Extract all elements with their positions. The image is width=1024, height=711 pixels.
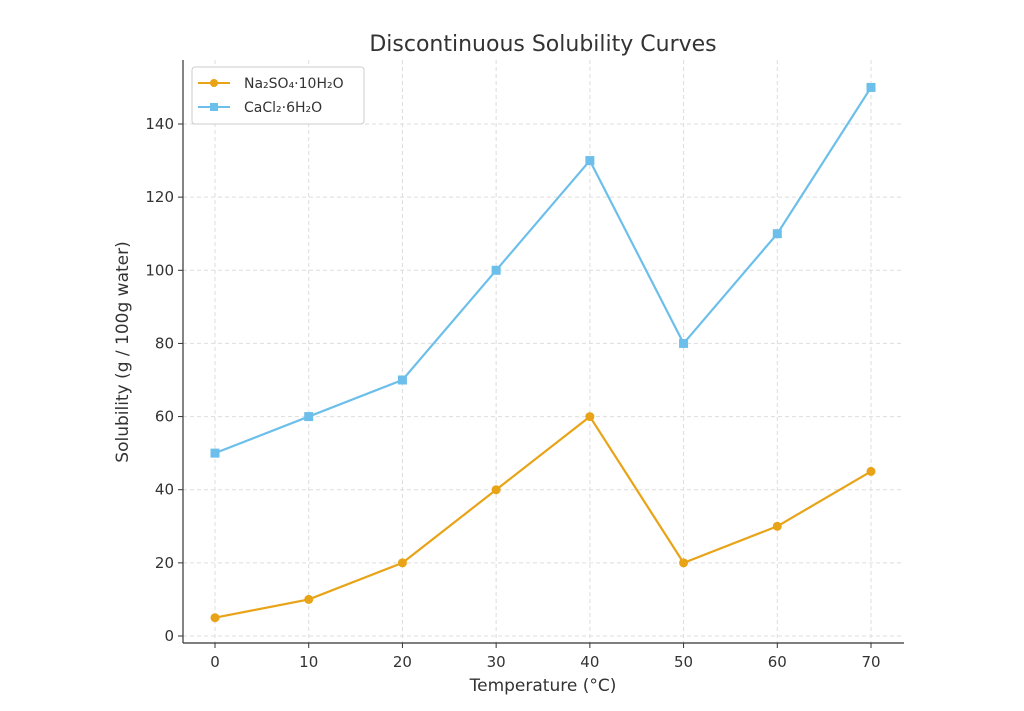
data-point — [304, 412, 314, 422]
y-tick-label: 20 — [155, 554, 174, 572]
legend-marker-ca — [210, 103, 218, 111]
legend-marker-na — [210, 79, 218, 87]
grid — [183, 60, 904, 643]
x-tick-label: 0 — [210, 653, 220, 671]
data-point — [491, 265, 501, 275]
legend-label-ca: CaCl₂·6H₂O — [244, 100, 322, 116]
series-group — [210, 82, 876, 623]
x-tick-label: 40 — [580, 653, 599, 671]
legend: Na₂SO₄·10H₂O CaCl₂·6H₂O — [191, 66, 365, 125]
x-tick-label: 60 — [768, 653, 787, 671]
data-point — [772, 229, 782, 239]
y-tick-label: 60 — [155, 408, 174, 426]
x-tick-label: 20 — [393, 653, 412, 671]
data-point — [679, 338, 689, 348]
data-point — [585, 412, 595, 422]
data-point — [585, 156, 595, 166]
ticks: 0 10 20 30 40 50 60 70 0 20 40 60 80 100 120 140 — [145, 115, 880, 671]
data-point — [210, 448, 220, 458]
data-point — [491, 485, 501, 495]
data-point — [304, 594, 314, 604]
y-tick-label: 100 — [145, 261, 174, 279]
y-tick-label: 140 — [145, 115, 174, 133]
x-tick-label: 70 — [861, 653, 880, 671]
data-point — [866, 466, 876, 476]
x-tick-label: 10 — [299, 653, 318, 671]
data-point — [397, 375, 407, 385]
data-point — [397, 558, 407, 568]
data-point — [679, 558, 689, 568]
chart-title: Discontinuous Solubility Curves — [369, 32, 716, 57]
y-axis-label: Solubility (g / 100g water) — [113, 241, 133, 462]
y-tick-label: 120 — [145, 188, 174, 206]
series-line-0 — [214, 414, 872, 619]
y-tick-label: 0 — [164, 627, 174, 645]
legend-box — [191, 66, 365, 125]
data-point — [866, 82, 876, 92]
data-point — [210, 613, 220, 623]
x-tick-label: 50 — [674, 653, 693, 671]
series-line-1 — [214, 86, 872, 455]
x-tick-label: 30 — [487, 653, 506, 671]
data-point — [772, 521, 782, 531]
y-tick-label: 40 — [155, 481, 174, 499]
y-tick-label: 80 — [155, 334, 174, 352]
x-axis-label: Temperature (°C) — [469, 676, 617, 696]
legend-label-na: Na₂SO₄·10H₂O — [244, 76, 344, 92]
